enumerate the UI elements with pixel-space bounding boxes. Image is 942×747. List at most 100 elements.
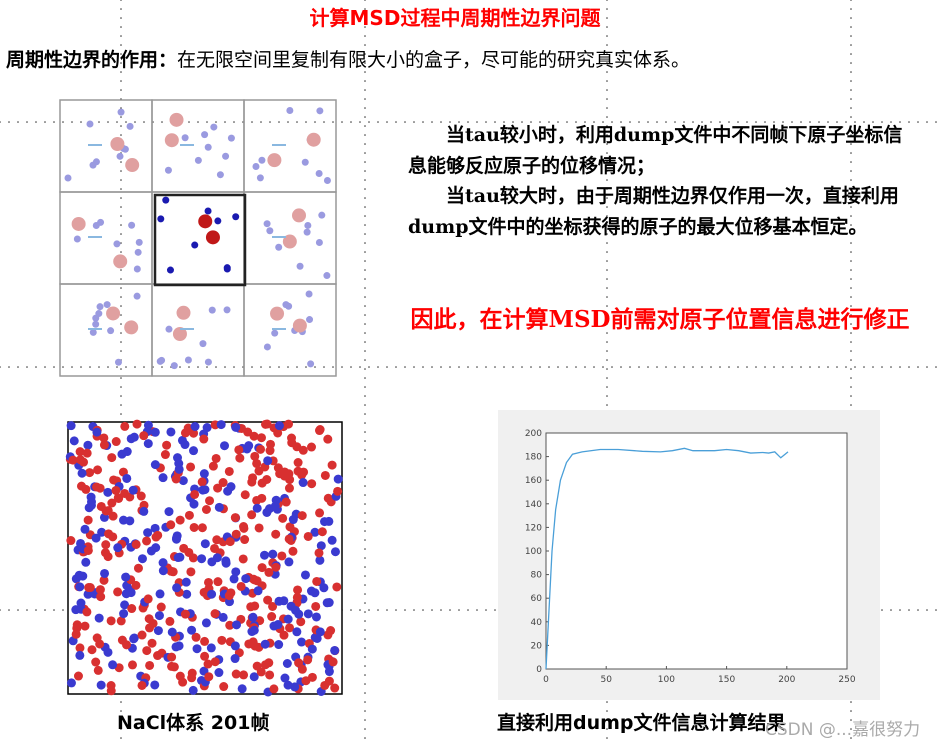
na-atom (166, 427, 176, 437)
na-atom (91, 533, 101, 543)
simulation-box (153, 193, 247, 287)
cl-atom (187, 673, 197, 683)
x-tick-label: 200 (778, 675, 795, 685)
dot (850, 278, 852, 280)
cl-atom (234, 445, 244, 455)
subtitle-text: 在无限空间里复制有限大小的盒子，尽可能的研究真实体系。 (177, 49, 691, 71)
dot (935, 366, 937, 368)
dot (377, 366, 379, 368)
dot (850, 377, 852, 379)
cl-atom (82, 448, 92, 458)
na-atom (174, 641, 184, 651)
na-atom (97, 218, 105, 226)
dot (818, 366, 820, 368)
dot (818, 121, 820, 123)
dot (296, 366, 298, 368)
cl-atom (252, 458, 262, 468)
cl-atom (273, 428, 283, 438)
dot (850, 233, 852, 235)
dot (782, 366, 784, 368)
na-atom (330, 547, 340, 557)
dot (850, 350, 852, 352)
dot (850, 719, 852, 721)
na-atom (129, 634, 139, 644)
cl-atom (143, 594, 153, 604)
na-atom (214, 502, 224, 512)
na-atom (330, 645, 340, 655)
dot (485, 609, 487, 611)
dot (197, 366, 199, 368)
cl-atom (243, 427, 253, 437)
cl-atom (111, 485, 121, 495)
periodic-cell (151, 99, 245, 193)
dot (602, 121, 604, 123)
cl-atom (145, 623, 155, 633)
dot (8, 609, 10, 611)
na-atom (266, 227, 274, 235)
dot (120, 710, 122, 712)
dot (899, 366, 901, 368)
dot (332, 366, 334, 368)
dot (850, 287, 852, 289)
dot (364, 467, 366, 469)
dot (120, 350, 122, 352)
dot (364, 728, 366, 730)
dot (364, 251, 366, 253)
na-atom (310, 588, 320, 598)
cl-atom (107, 453, 117, 463)
na-atom (315, 627, 325, 637)
cl-atom (231, 669, 241, 679)
cl-atom (203, 659, 213, 669)
dot (179, 366, 181, 368)
dot (665, 366, 667, 368)
dot (161, 121, 163, 123)
conclusion: 因此，在计算MSD前需对原子位置信息进行修正 (410, 306, 910, 333)
cl-atom (197, 523, 207, 533)
dot (120, 17, 122, 19)
dot (364, 323, 366, 325)
dot (764, 366, 766, 368)
dot (800, 121, 802, 123)
dot (368, 121, 370, 123)
dot (850, 197, 852, 199)
na-atom (274, 421, 284, 431)
cl-atom (210, 609, 220, 619)
dot (850, 710, 852, 712)
cl-atom (256, 444, 266, 454)
dot (606, 170, 608, 172)
dot (120, 107, 122, 109)
caption-left: NaCl体系 201帧 (117, 712, 270, 734)
dot (606, 260, 608, 262)
cl-atom (83, 515, 93, 525)
cl-atom (204, 577, 214, 587)
na-atom (198, 485, 208, 495)
cl-atom (297, 511, 307, 521)
cl-atom (208, 461, 218, 471)
cl-atom (200, 651, 210, 661)
dot (836, 366, 838, 368)
na-atom (128, 485, 138, 495)
dot (364, 287, 366, 289)
na-atom (189, 446, 199, 456)
dot (364, 566, 366, 568)
dot (404, 366, 406, 368)
dot (364, 161, 366, 163)
dot (364, 611, 366, 613)
cl-atom (333, 486, 343, 496)
slide-title: 计算MSD过程中周期性边界问题 (309, 6, 601, 30)
cl-atom (307, 479, 317, 489)
na-atom (323, 177, 331, 185)
caption-right: 直接利用dump文件信息计算结果 (497, 712, 786, 734)
na-atom (204, 358, 212, 366)
cl-atom (92, 482, 102, 492)
dot (17, 366, 19, 368)
cl-atom (269, 684, 279, 694)
na-atom (171, 534, 181, 544)
cl-atom (327, 460, 337, 470)
dot (431, 121, 433, 123)
na-atom (133, 292, 141, 300)
dot (364, 377, 366, 379)
dot (120, 341, 122, 343)
y-tick-label: 80 (531, 571, 543, 581)
dot (850, 0, 852, 1)
